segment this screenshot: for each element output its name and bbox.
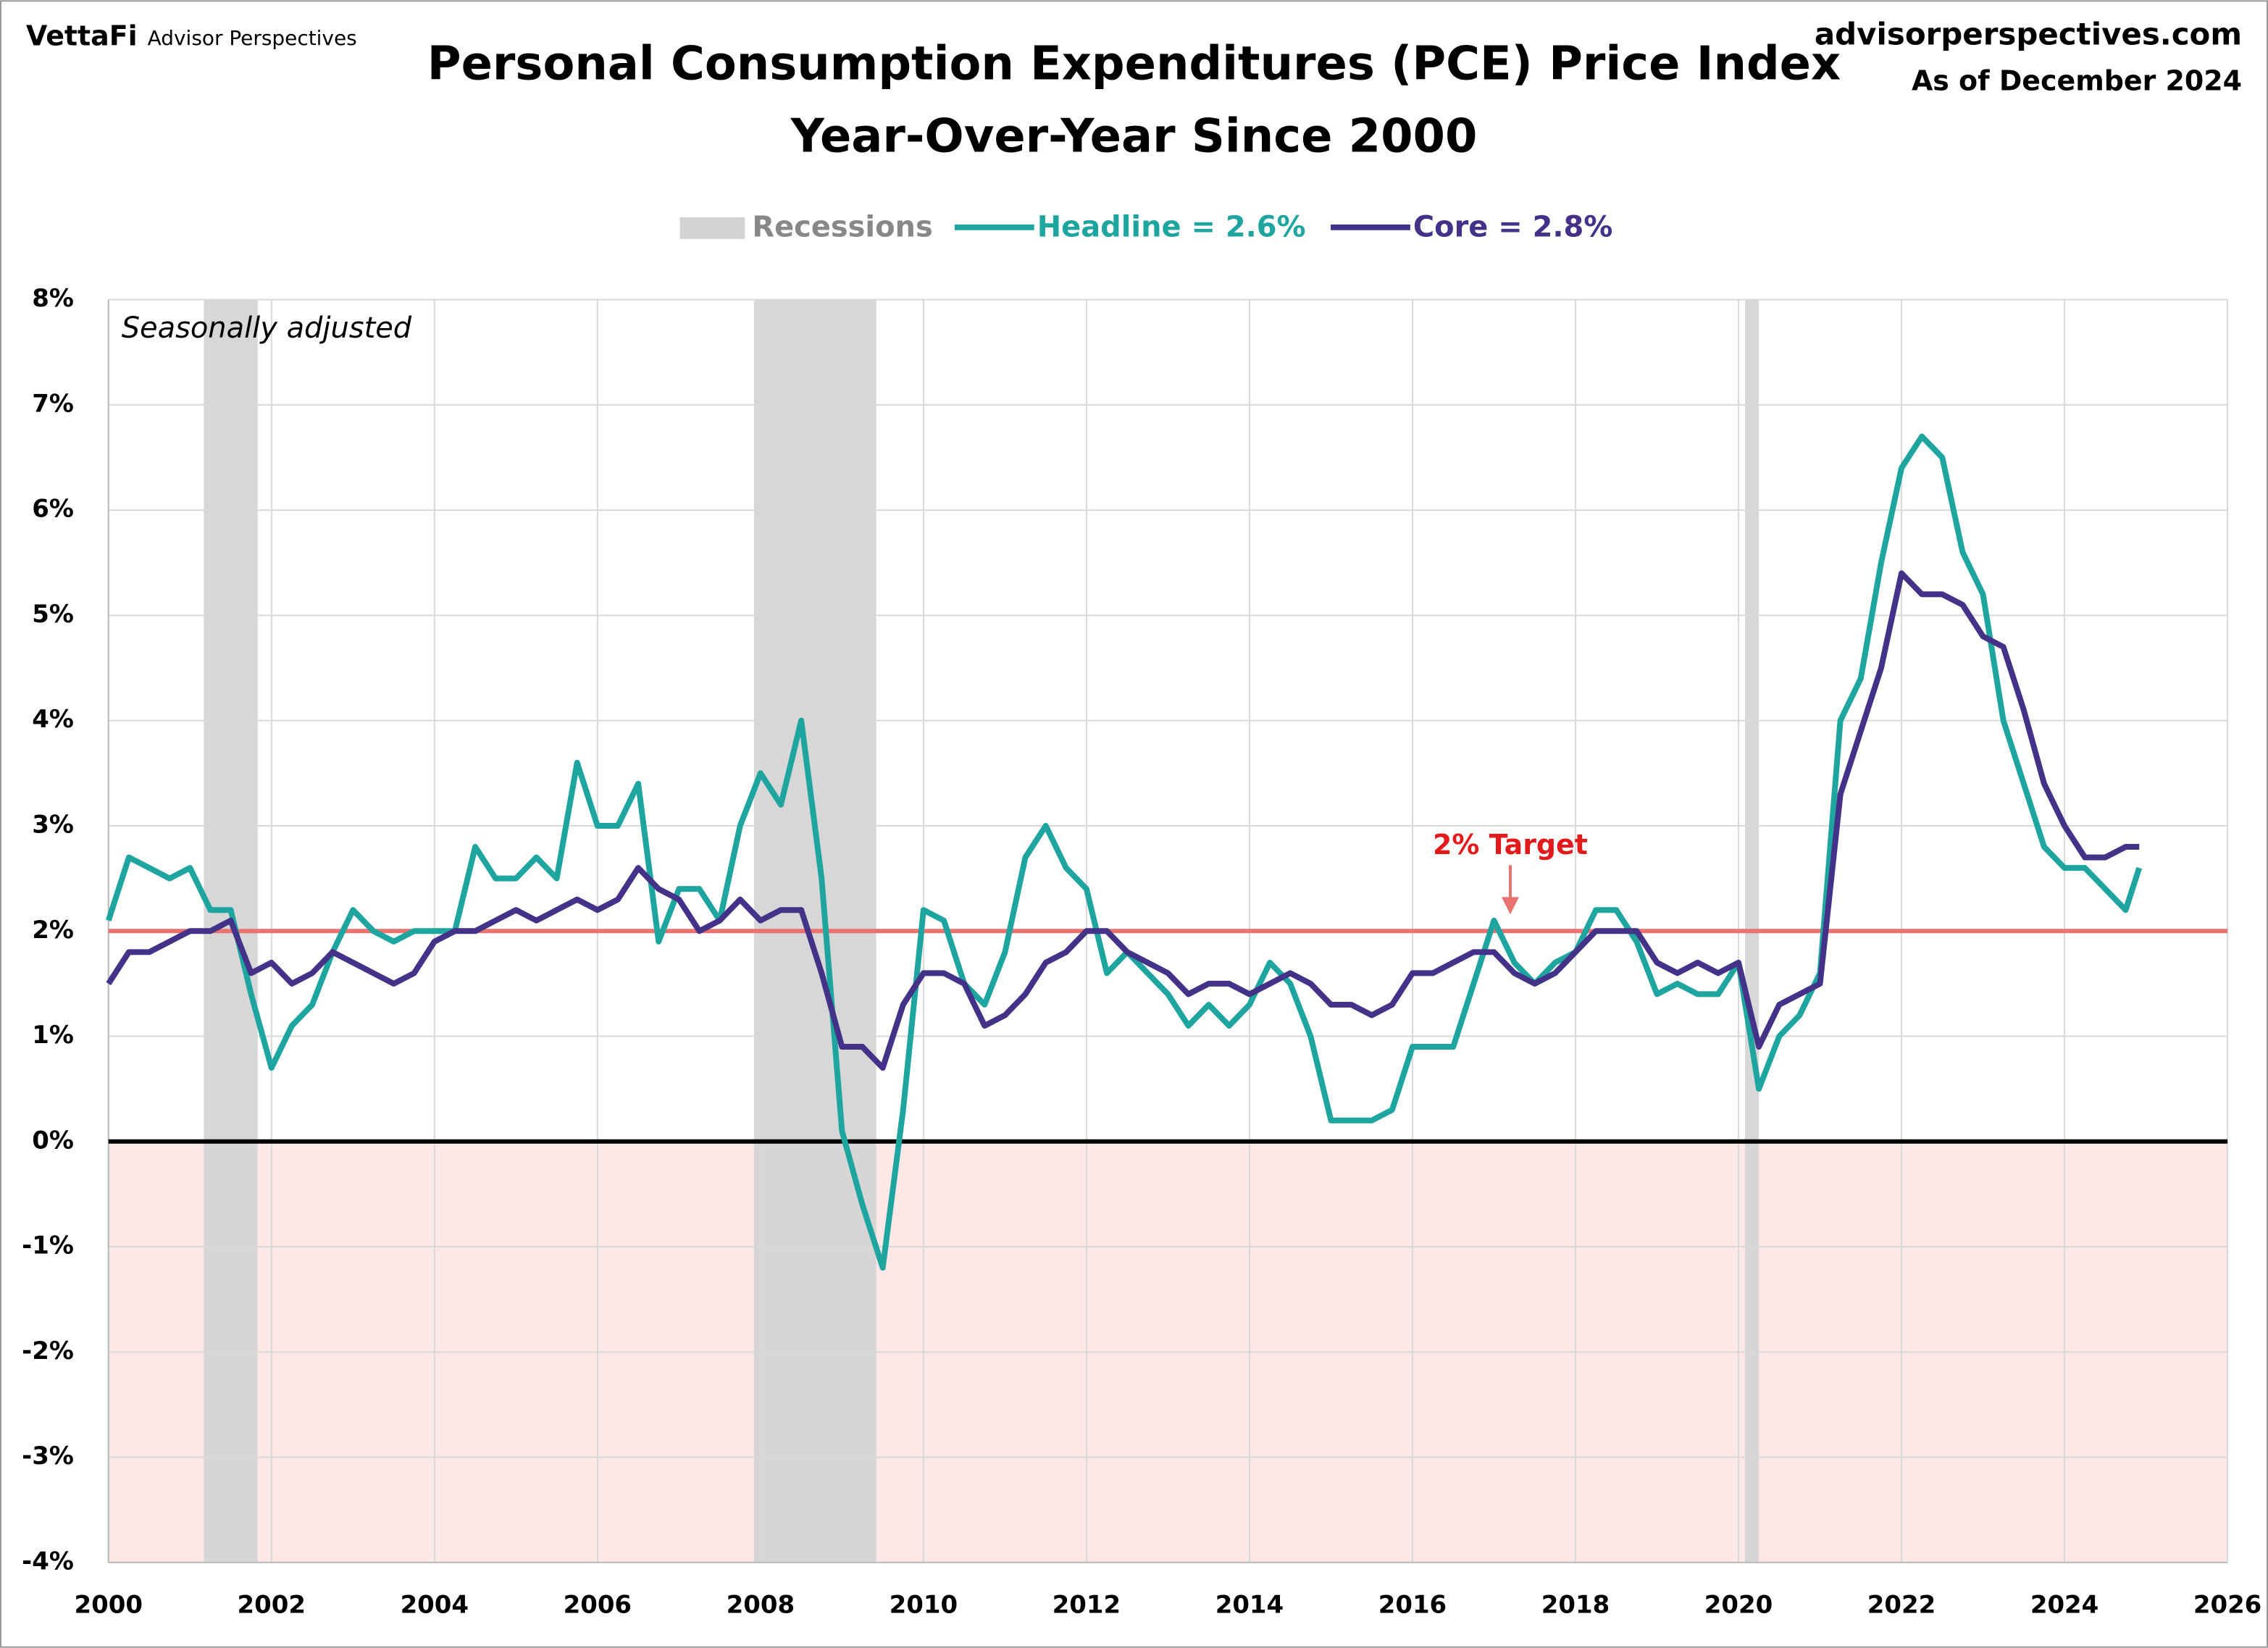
x-tick-label: 2002 <box>238 1590 306 1619</box>
target-arrowhead <box>1501 897 1519 915</box>
x-tick-label: 2000 <box>75 1590 143 1619</box>
series-line <box>106 570 2140 1071</box>
legend-label: Headline = 2.6% <box>1037 210 1306 243</box>
x-tick-label: 2010 <box>890 1590 958 1619</box>
y-tick-label: 8% <box>32 284 74 313</box>
legend-label: Core = 2.8% <box>1413 210 1612 243</box>
y-tick-label: 6% <box>32 495 74 524</box>
as-of: As of December 2024 <box>1912 65 2242 97</box>
x-tick-label: 2016 <box>1378 1590 1447 1619</box>
x-tick-label: 2018 <box>1541 1590 1610 1619</box>
y-tick-label: 5% <box>32 600 74 629</box>
chart-title: Personal Consumption Expenditures (PCE) … <box>427 38 1841 91</box>
legend-label: Recessions <box>752 210 932 243</box>
y-tick-label: 7% <box>32 389 74 418</box>
brand: VettaFi <box>26 20 138 52</box>
x-tick-label: 2014 <box>1215 1590 1284 1619</box>
x-tick-label: 2008 <box>727 1590 795 1619</box>
x-tick-label: 2020 <box>1704 1590 1773 1619</box>
y-tick-label: 1% <box>32 1021 74 1050</box>
source: advisorperspectives.com <box>1815 17 2242 52</box>
y-tick-label: -1% <box>22 1231 74 1260</box>
y-tick-label: -4% <box>22 1547 74 1576</box>
y-tick-label: 0% <box>32 1126 74 1155</box>
y-tick-label: 4% <box>32 705 74 734</box>
y-tick-label: -2% <box>22 1337 74 1365</box>
x-tick-label: 2006 <box>564 1590 632 1619</box>
x-tick-label: 2026 <box>2193 1590 2261 1619</box>
target-label: 2% Target <box>1433 829 1588 861</box>
y-tick-label: 2% <box>32 916 74 945</box>
x-tick-label: 2004 <box>401 1590 469 1619</box>
legend-swatch <box>679 217 745 239</box>
chart-subtitle: Year-Over-Year Since 2000 <box>790 110 1478 164</box>
note: Seasonally adjusted <box>122 311 412 345</box>
x-tick-label: 2024 <box>2030 1590 2098 1619</box>
x-tick-label: 2022 <box>1867 1590 1936 1619</box>
y-tick-label: 3% <box>32 810 74 839</box>
y-tick-label: -3% <box>22 1442 74 1471</box>
brand-sub: Advisor Perspectives <box>148 26 357 50</box>
x-tick-label: 2012 <box>1053 1590 1121 1619</box>
